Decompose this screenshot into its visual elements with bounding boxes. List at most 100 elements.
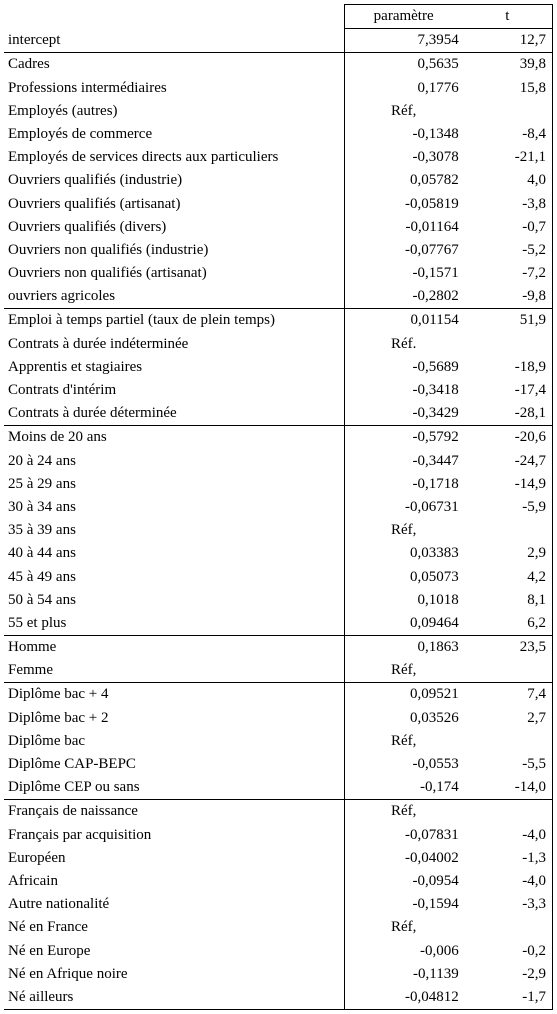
row-label: Contrats d'intérim	[4, 379, 344, 402]
row-label: Diplôme bac	[4, 730, 344, 753]
header-t: t	[465, 5, 553, 29]
table-row: Diplôme bacRéf,	[4, 730, 553, 753]
table-row: Professions intermédiaires0,177615,8	[4, 77, 553, 100]
table-row: Cadres0,563539,8	[4, 53, 553, 77]
row-label: Ouvriers non qualifiés (artisanat)	[4, 262, 344, 285]
table-row: Contrats à durée déterminée-0,3429-28,1	[4, 402, 553, 426]
row-t: 8,1	[465, 589, 553, 612]
row-label: intercept	[4, 29, 344, 53]
table-row: Né ailleurs-0,04812-1,7	[4, 986, 553, 1010]
row-t: 7,4	[465, 683, 553, 707]
row-label: 30 à 34 ans	[4, 496, 344, 519]
row-param: 0,09521	[344, 683, 465, 707]
row-t: -4,0	[465, 824, 553, 847]
table-row: Africain-0,0954-4,0	[4, 870, 553, 893]
row-t: -4,0	[465, 870, 553, 893]
row-t: -14,0	[465, 776, 553, 800]
table-row: 35 à 39 ansRéf,	[4, 519, 553, 542]
row-t: -1,7	[465, 986, 553, 1010]
header-empty	[4, 5, 344, 29]
table-row: Français par acquisition-0,07831-4,0	[4, 824, 553, 847]
table-row: Employés de services directs aux particu…	[4, 146, 553, 169]
row-param: 0,1018	[344, 589, 465, 612]
row-t: -0,7	[465, 216, 553, 239]
row-label: 50 à 54 ans	[4, 589, 344, 612]
table-row: Apprentis et stagiaires-0,5689-18,9	[4, 356, 553, 379]
table-row: Diplôme bac + 20,035262,7	[4, 707, 553, 730]
row-param: -0,1718	[344, 473, 465, 496]
row-label: Employés de services directs aux particu…	[4, 146, 344, 169]
row-param: -0,01164	[344, 216, 465, 239]
table-row: ouvriers agricoles-0,2802-9,8	[4, 285, 553, 309]
row-t: -1,3	[465, 847, 553, 870]
row-label: 45 à 49 ans	[4, 566, 344, 589]
row-label: Ouvriers qualifiés (industrie)	[4, 169, 344, 192]
row-param: -0,05819	[344, 193, 465, 216]
row-param: -0,3447	[344, 450, 465, 473]
row-param: 7,3954	[344, 29, 465, 53]
row-t: 2,9	[465, 542, 553, 565]
row-label: Africain	[4, 870, 344, 893]
row-label: Moins de 20 ans	[4, 426, 344, 450]
row-label: Emploi à temps partiel (taux de plein te…	[4, 309, 344, 333]
row-t: 51,9	[465, 309, 553, 333]
table-row: Français de naissanceRéf,	[4, 800, 553, 824]
row-label: 25 à 29 ans	[4, 473, 344, 496]
row-label: Employés de commerce	[4, 123, 344, 146]
row-label: Autre nationalité	[4, 893, 344, 916]
row-label: 35 à 39 ans	[4, 519, 344, 542]
row-label: Contrats à durée indéterminée	[4, 333, 344, 356]
row-t: 2,7	[465, 707, 553, 730]
row-label: Diplôme bac + 4	[4, 683, 344, 707]
row-label: Femme	[4, 659, 344, 683]
row-param: -0,3418	[344, 379, 465, 402]
table-row: Moins de 20 ans-0,5792-20,6	[4, 426, 553, 450]
row-t: -5,5	[465, 753, 553, 776]
row-ref: Réf.	[344, 333, 465, 356]
row-param: -0,1571	[344, 262, 465, 285]
row-t: -21,1	[465, 146, 553, 169]
row-param: -0,5689	[344, 356, 465, 379]
table-row: Homme0,186323,5	[4, 636, 553, 660]
table-row: 25 à 29 ans-0,1718-14,9	[4, 473, 553, 496]
table-row: Né en FranceRéf,	[4, 916, 553, 939]
row-label: Employés (autres)	[4, 100, 344, 123]
row-ref: Réf,	[344, 100, 465, 123]
row-label: Cadres	[4, 53, 344, 77]
row-label: Diplôme CEP ou sans	[4, 776, 344, 800]
table-row: Né en Afrique noire-0,1139-2,9	[4, 963, 553, 986]
regression-table: paramètre t intercept7,395412,7Cadres0,5…	[4, 4, 553, 1010]
row-t: -28,1	[465, 402, 553, 426]
row-param: 0,03526	[344, 707, 465, 730]
row-label: Diplôme CAP-BEPC	[4, 753, 344, 776]
table-row: Diplôme CEP ou sans-0,174-14,0	[4, 776, 553, 800]
table-row: Diplôme CAP-BEPC-0,0553-5,5	[4, 753, 553, 776]
row-label: Français par acquisition	[4, 824, 344, 847]
row-t: -9,8	[465, 285, 553, 309]
row-param: 0,09464	[344, 612, 465, 636]
table-header-row: paramètre t	[4, 5, 553, 29]
row-t: -5,9	[465, 496, 553, 519]
row-label: Homme	[4, 636, 344, 660]
row-t	[465, 800, 553, 824]
row-t: -8,4	[465, 123, 553, 146]
row-param: 0,01154	[344, 309, 465, 333]
row-label: 55 et plus	[4, 612, 344, 636]
table-row: Ouvriers qualifiés (artisanat)-0,05819-3…	[4, 193, 553, 216]
row-t: -3,3	[465, 893, 553, 916]
row-label: Né en Europe	[4, 940, 344, 963]
row-t	[465, 916, 553, 939]
row-param: 0,5635	[344, 53, 465, 77]
row-t: -3,8	[465, 193, 553, 216]
row-t: -14,9	[465, 473, 553, 496]
row-t: -0,2	[465, 940, 553, 963]
table-row: Ouvriers qualifiés (divers)-0,01164-0,7	[4, 216, 553, 239]
row-param: 0,05073	[344, 566, 465, 589]
row-param: -0,2802	[344, 285, 465, 309]
row-label: Né ailleurs	[4, 986, 344, 1010]
table-row: Employés de commerce-0,1348-8,4	[4, 123, 553, 146]
row-ref: Réf,	[344, 730, 465, 753]
row-label: Apprentis et stagiaires	[4, 356, 344, 379]
table-row: 45 à 49 ans0,050734,2	[4, 566, 553, 589]
row-t	[465, 730, 553, 753]
